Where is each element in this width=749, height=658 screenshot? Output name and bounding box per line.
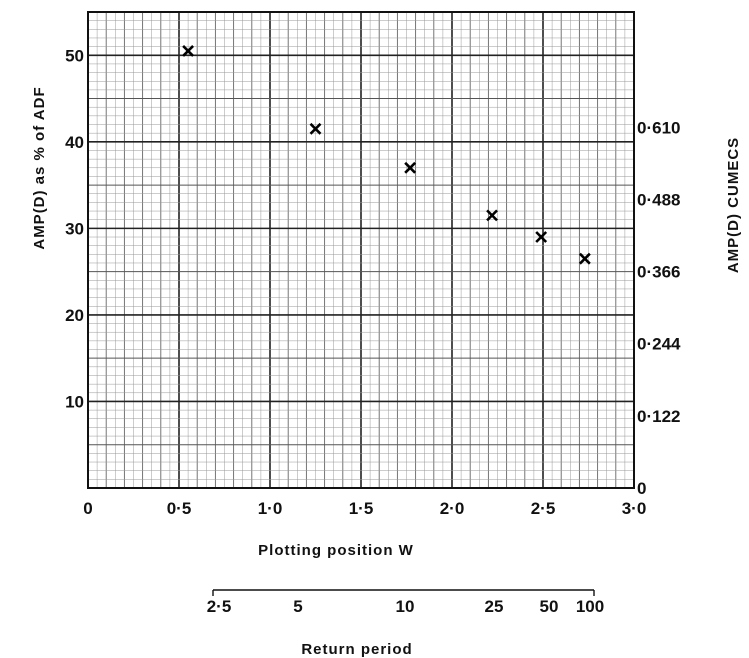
data-point	[404, 161, 417, 174]
return-period-axis: 2·5 5 10 25 50 100	[207, 589, 604, 616]
data-point	[578, 252, 591, 265]
return-period-tick-label: 10	[396, 597, 415, 616]
y-right-tick-label: 0·122	[637, 407, 680, 426]
grid	[87, 11, 635, 489]
data-point-stroke	[578, 252, 591, 265]
right-y-axis-title: AMP(D) CUMECS	[725, 137, 742, 273]
data-point-stroke	[309, 122, 322, 135]
return-period-tick-label: 2·5	[207, 597, 232, 616]
data-point-stroke	[535, 231, 548, 243]
y-right-tick-label: 0	[637, 479, 646, 498]
y-tick-label: 40	[65, 133, 84, 152]
x-tick-label: 3·0	[622, 499, 647, 518]
data-point	[309, 122, 322, 135]
y-right-tick-label: 0·244	[637, 335, 681, 354]
x-tick-label: 1·0	[258, 499, 283, 518]
x-tick-label: 0	[83, 499, 92, 518]
plot-frame	[87, 11, 635, 489]
data-point	[486, 209, 498, 222]
return-period-tick-label: 50	[540, 597, 559, 616]
y-tick-label: 30	[65, 219, 84, 238]
data-points	[182, 45, 591, 265]
x-axis: 0 0·5 1·0 1·5 2·0 2·5 3·0	[83, 499, 646, 518]
data-point	[182, 45, 195, 57]
return-period-tick-label: 5	[293, 597, 302, 616]
return-period-tick-label: 100	[576, 597, 604, 616]
right-y-axis: 0 0·122 0·244 0·366 0·488 0·610	[637, 118, 681, 498]
y-right-tick-label: 0·366	[637, 263, 680, 282]
data-point	[535, 231, 548, 243]
data-point-stroke	[182, 45, 195, 57]
return-period-title: Return period	[301, 641, 412, 658]
x-axis-title: Plotting position W	[258, 542, 414, 559]
x-tick-label: 2·5	[531, 499, 556, 518]
x-tick-label: 0·5	[167, 499, 192, 518]
y-tick-label: 10	[65, 392, 84, 411]
x-tick-label: 2·0	[440, 499, 465, 518]
y-right-tick-label: 0·610	[637, 118, 680, 137]
data-point-stroke	[404, 161, 417, 174]
y-tick-label: 20	[65, 306, 84, 325]
return-period-tick-label: 25	[485, 597, 504, 616]
data-point-stroke	[486, 209, 498, 222]
x-tick-label: 1·5	[349, 499, 374, 518]
y-tick-label: 50	[65, 46, 84, 65]
left-y-axis-title: AMP(D) as % of ADF	[31, 86, 48, 249]
left-y-axis: 10 20 30 40 50	[65, 46, 84, 411]
y-right-tick-label: 0·488	[637, 191, 680, 210]
